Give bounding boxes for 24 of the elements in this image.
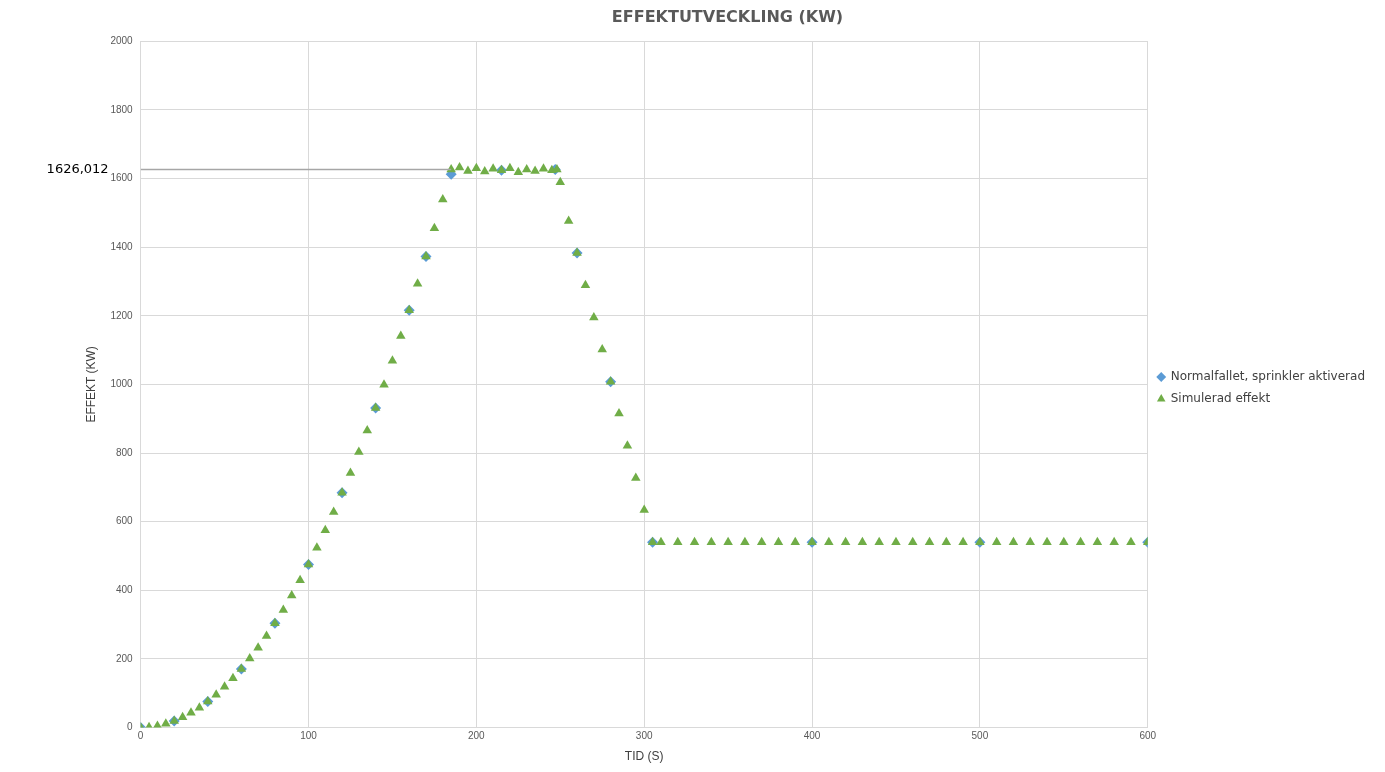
x-axis-title: TID (S) (624, 749, 664, 764)
y-tick-label: 1200 (110, 309, 134, 321)
x-tick-label: 100 (300, 730, 318, 742)
y-axis-title: EFFEKT (KW) (83, 346, 98, 423)
x-tick-label: 500 (971, 730, 989, 742)
y-tick-label: 400 (115, 584, 134, 596)
x-tick-label: 200 (468, 730, 486, 742)
x-tick-label: 600 (1139, 730, 1157, 742)
y-tick-label: 200 (115, 652, 134, 664)
y-tick-label: 800 (115, 446, 134, 458)
x-tick-label: 0 (137, 730, 144, 742)
y-tick-label: 2000 (110, 34, 134, 46)
legend-label: Normalfallet, sprinkler aktiverad (1170, 369, 1366, 384)
x-tick-label: 400 (803, 730, 821, 742)
y-tick-label: 1400 (110, 240, 134, 252)
legend-label: Simulerad effekt (1170, 391, 1271, 406)
y-tick-label: 1600 (110, 172, 134, 184)
annotation: 1626,012 (46, 160, 109, 176)
y-tick-label: 0 (127, 721, 134, 733)
y-tick-label: 600 (115, 515, 134, 527)
chart-title: EFFEKTUTVECKLING (KW) (611, 6, 844, 26)
x-tick-label: 300 (635, 730, 653, 742)
y-tick-label: 1800 (110, 103, 134, 115)
y-tick-label: 1000 (110, 378, 134, 390)
